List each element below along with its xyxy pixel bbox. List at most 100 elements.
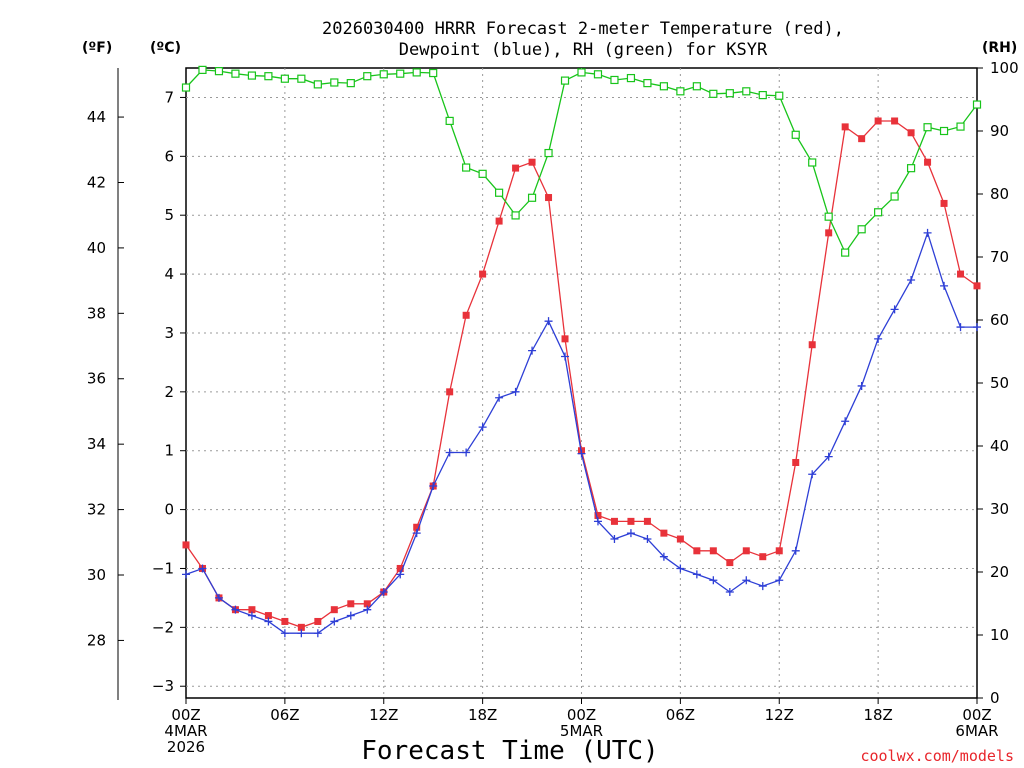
temperature-point: [512, 164, 520, 172]
dewpoint-point: [824, 452, 833, 461]
rh-point: [824, 212, 833, 221]
grid: [186, 68, 977, 698]
temperature-point: [726, 559, 734, 567]
fahrenheit-tick-label: 32: [87, 501, 106, 519]
dewpoint-point: [462, 448, 471, 457]
temperature-point: [693, 547, 701, 555]
rh-tick-label: 20: [990, 563, 1009, 581]
temperature-point: [446, 388, 454, 396]
temperature-point: [973, 282, 981, 290]
rh-point: [264, 72, 273, 81]
temperature-point: [825, 229, 833, 237]
rh-point: [313, 80, 322, 89]
x-tick-label: 4MAR: [164, 722, 207, 740]
celsius-tick-label: 4: [164, 265, 174, 283]
dewpoint-point: [709, 576, 718, 585]
dewpoint-point: [280, 629, 289, 638]
celsius-tick-label: 0: [164, 501, 174, 519]
dewpoint-point: [725, 588, 734, 597]
chart-title-line-1: 2026030400 HRRR Forecast 2-meter Tempera…: [322, 19, 844, 39]
temperature-point: [924, 158, 932, 166]
rh-point: [593, 70, 603, 79]
fahrenheit-tick-label: 42: [87, 173, 106, 191]
rh-point: [857, 225, 866, 234]
dewpoint-point: [264, 617, 273, 626]
rh-point: [346, 79, 355, 88]
temperature-point: [528, 158, 536, 166]
dewpoint-point: [659, 552, 668, 561]
celsius-unit-label: (ºC): [150, 40, 181, 56]
rh-tick-label: 10: [990, 626, 1009, 644]
x-tick-label: 12Z: [369, 706, 398, 724]
dewpoint-point: [198, 564, 207, 573]
fahrenheit-tick-label: 38: [87, 304, 106, 322]
temperature-point: [413, 523, 421, 531]
temperature-point: [363, 600, 371, 608]
rh-series: [181, 65, 982, 257]
dewpoint-point: [412, 529, 421, 538]
x-tick-label: 00Z: [171, 706, 200, 724]
temperature-point: [957, 270, 965, 278]
rh-point: [923, 123, 932, 132]
fahrenheit-tick-label: 28: [87, 631, 106, 649]
dewpoint-point: [511, 387, 520, 396]
x-tick-label: 06Z: [270, 706, 299, 724]
celsius-tick-label: 1: [164, 442, 174, 460]
rh-point: [742, 87, 751, 96]
rh-point: [939, 126, 949, 136]
rh-tick-label: 0: [990, 689, 1000, 707]
temperature-point: [462, 311, 470, 319]
x-tick-label: 18Z: [468, 706, 497, 724]
rh-tick-label: 70: [990, 248, 1009, 266]
temperature-point: [676, 535, 684, 543]
dewpoint-point: [445, 448, 454, 457]
temperature-point: [709, 547, 717, 555]
temperature-point: [940, 199, 948, 207]
x-tick-label: 18Z: [863, 706, 892, 724]
rh-point: [725, 89, 734, 98]
celsius-tick-label: −2: [152, 618, 174, 636]
dewpoint-point: [396, 570, 405, 579]
temperature-point: [742, 547, 750, 555]
dewpoint-point: [363, 605, 372, 614]
celsius-tick-label: 3: [164, 324, 174, 342]
rh-point: [577, 68, 586, 77]
temperature-point: [627, 517, 635, 525]
rh-point: [198, 65, 207, 74]
rh-point: [511, 211, 520, 220]
temperature-point: [759, 553, 767, 561]
celsius-tick-label: −1: [152, 559, 174, 577]
temperature-point: [297, 623, 305, 631]
temperature-point: [858, 135, 866, 143]
rh-point: [280, 74, 289, 83]
temperature-point: [495, 217, 503, 225]
dewpoint-point: [495, 393, 504, 402]
temperature-point: [182, 541, 190, 549]
rh-point: [841, 248, 850, 257]
rh-point: [610, 75, 619, 85]
temperature-point: [396, 564, 404, 572]
x-tick-label: 6MAR: [955, 722, 998, 740]
chart-title-line-2: Dewpoint (blue), RH (green) for KSYR: [399, 40, 768, 60]
temperature-point: [643, 517, 651, 525]
rh-point: [363, 72, 372, 81]
celsius-tick-label: 6: [164, 147, 174, 165]
temperature-point: [248, 606, 256, 614]
celsius-tick-label: 2: [164, 383, 174, 401]
dewpoint-point: [313, 629, 322, 638]
rh-point: [874, 208, 883, 217]
dewpoint-point: [742, 576, 751, 585]
rh-tick-label: 80: [990, 185, 1009, 203]
rh-point: [181, 83, 191, 92]
rh-point: [247, 71, 257, 80]
temperature-point: [479, 270, 487, 278]
dewpoint-point: [610, 535, 619, 544]
celsius-tick-label: 7: [164, 88, 174, 106]
fahrenheit-tick-label: 30: [87, 566, 106, 584]
rh-point: [297, 74, 306, 83]
dewpoint-point: [182, 570, 190, 579]
series-group: [181, 65, 982, 638]
x-tick-label: 00Z: [567, 706, 596, 724]
